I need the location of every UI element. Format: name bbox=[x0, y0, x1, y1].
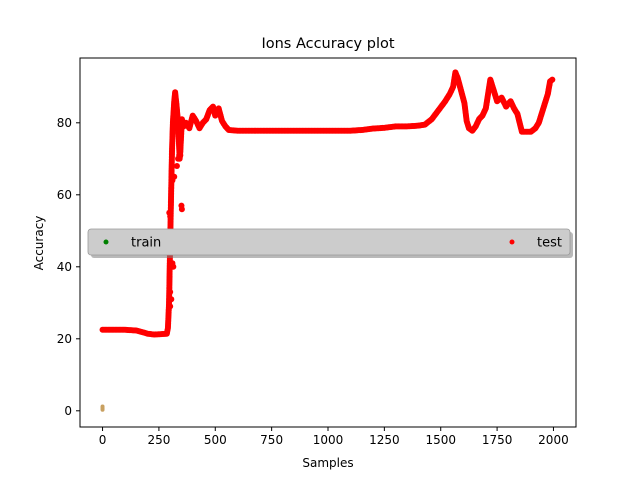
test-point bbox=[177, 152, 184, 159]
legend: train test bbox=[87, 228, 573, 258]
legend-marker-train bbox=[103, 239, 109, 245]
y-tick-label: 80 bbox=[57, 116, 72, 130]
test-point bbox=[178, 206, 185, 213]
x-tick-label: 250 bbox=[147, 433, 170, 447]
test-point bbox=[170, 263, 177, 270]
y-axis-label: Accuracy bbox=[32, 216, 46, 271]
legend-label-train: train bbox=[131, 236, 161, 251]
x-axis-label: Samples bbox=[302, 456, 353, 470]
y-tick-label: 60 bbox=[57, 188, 72, 202]
test-point bbox=[167, 303, 174, 310]
legend-marker-test bbox=[509, 239, 515, 245]
test-point bbox=[549, 76, 556, 83]
x-tick-label: 1000 bbox=[313, 433, 344, 447]
x-tick-label: 500 bbox=[204, 433, 227, 447]
legend-label-test: test bbox=[537, 236, 562, 251]
x-tick-label: 750 bbox=[260, 433, 283, 447]
y-tick-label: 20 bbox=[57, 332, 72, 346]
train-point bbox=[100, 404, 105, 409]
test-point bbox=[167, 289, 174, 295]
test-point bbox=[167, 213, 174, 220]
chart-title: Ions Accuracy plot bbox=[261, 36, 394, 52]
test-point bbox=[168, 296, 175, 303]
x-tick-label: 1750 bbox=[482, 433, 513, 447]
test-point bbox=[173, 163, 180, 169]
legend-box bbox=[87, 228, 571, 256]
x-tick-label: 1250 bbox=[369, 433, 400, 447]
x-tick-label: 1500 bbox=[425, 433, 456, 447]
test-point bbox=[171, 173, 178, 180]
axis-ticks: 0 250 500 750 1000 1250 1500 1750 2000 0 20 40 60 80 bbox=[57, 116, 569, 447]
y-tick-label: 0 bbox=[64, 404, 72, 418]
x-tick-label: 2000 bbox=[538, 433, 569, 447]
y-tick-label: 40 bbox=[57, 260, 72, 274]
x-tick-label: 0 bbox=[99, 433, 107, 447]
